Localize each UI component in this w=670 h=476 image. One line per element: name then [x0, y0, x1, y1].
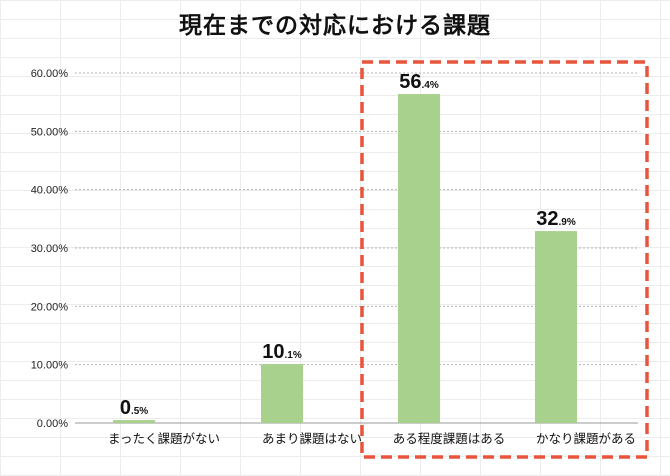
bar — [113, 420, 155, 423]
chart-title: 現在までの対応における課題 — [179, 13, 491, 39]
bar — [398, 94, 440, 423]
data-label: 32.9% — [536, 208, 576, 230]
category-label: あまり課題はない — [262, 431, 362, 446]
bar — [535, 231, 577, 423]
y-tick-label: 10.00% — [31, 360, 69, 372]
y-tick-label: 30.00% — [31, 243, 69, 255]
y-tick-label: 20.00% — [31, 301, 69, 313]
category-label: まったく課題がない — [108, 431, 220, 446]
highlight-box — [360, 60, 649, 459]
category-label: かなり課題がある — [536, 431, 636, 446]
y-tick-label: 60.00% — [31, 68, 69, 80]
data-label: 10.1% — [262, 341, 302, 363]
data-label: 56.4% — [399, 71, 439, 93]
category-label: ある程度課題はある — [393, 431, 506, 446]
data-label: 0.5% — [120, 397, 148, 419]
y-tick-label: 0.00% — [37, 418, 68, 430]
bar — [261, 364, 303, 423]
y-tick-label: 50.00% — [31, 126, 69, 138]
y-tick-label: 40.00% — [31, 185, 69, 197]
